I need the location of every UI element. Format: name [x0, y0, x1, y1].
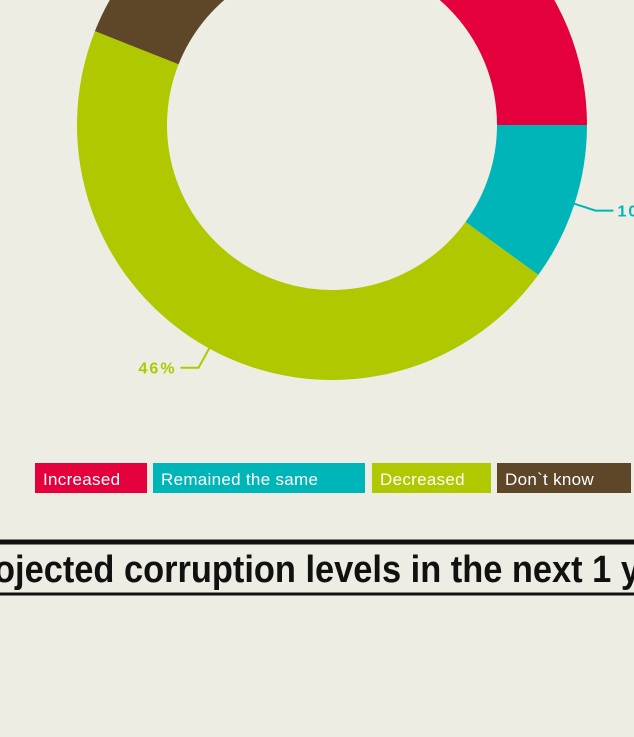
footer-title: ojected corruption levels in the next 1 … — [0, 549, 634, 591]
legend-swatch — [153, 463, 365, 493]
value-label: 10% — [617, 204, 634, 221]
leader-line — [570, 201, 614, 212]
legend-label: Increased — [43, 470, 120, 489]
leader-line — [180, 344, 212, 369]
value-label: 46% — [139, 361, 177, 378]
legend-swatch — [497, 463, 631, 493]
legend-swatch — [372, 463, 491, 493]
legend-label: Don`t know — [505, 470, 594, 489]
legend-swatch — [35, 463, 147, 493]
donut-segment — [439, 0, 587, 125]
legend-label: Remained the same — [161, 470, 318, 489]
donut-segment — [465, 125, 587, 275]
donut-segment — [76, 31, 539, 381]
legend-label: Decreased — [380, 470, 465, 489]
donut-segment — [94, 0, 225, 65]
